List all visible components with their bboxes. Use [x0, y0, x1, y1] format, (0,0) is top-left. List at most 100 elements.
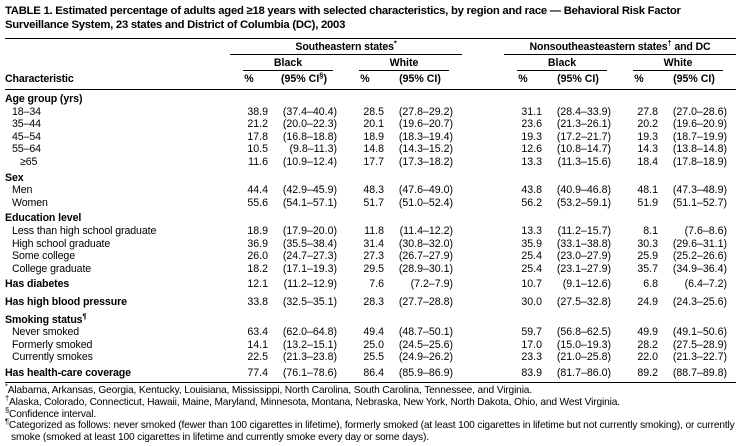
percent-cell: 27.8: [637, 105, 659, 118]
percent-cell: 59.7: [521, 326, 543, 339]
footnote-marker: †: [5, 393, 10, 403]
percent-cell: 25.0: [363, 338, 384, 351]
row-label: Currently smokes: [12, 351, 93, 364]
table-row: 35–44 21.2 (20.0–22.3) 20.1 (19.6–20.7) 23.6 (…: [5, 118, 736, 131]
footnote-marker-section: §: [319, 70, 324, 80]
ci-cell: (48.7–50.1): [398, 326, 454, 339]
data-table: Characteristic Southeastern states* Nons…: [5, 38, 737, 384]
ci-cell: (18.3–19.4): [398, 130, 454, 143]
column-gap: [462, 106, 504, 119]
row-label: 55–64: [12, 143, 41, 156]
footnote-marker: §: [5, 405, 10, 415]
percent-cell: 35.9: [521, 237, 543, 250]
table-row: 45–54 17.8 (16.8–18.8) 18.9 (18.3–19.4) 19.3 (…: [5, 131, 736, 144]
percent-cell: 12.1: [247, 278, 268, 291]
table-row: High school graduate 36.9 (35.5–38.4) 31.4 (…: [5, 238, 736, 251]
percent-cell: 20.2: [637, 118, 659, 131]
ci-cell: (47.6–49.0): [398, 184, 454, 197]
race-header-row: Black White Black White: [5, 55, 736, 71]
ci-cell: (40.9–46.8): [556, 184, 612, 197]
ci-cell: (11.3–15.6): [557, 155, 612, 168]
column-gap: [462, 263, 504, 276]
row-label: 45–54: [12, 130, 41, 143]
ci-cell: (13.8–14.8): [672, 143, 728, 156]
column-gap: [462, 184, 504, 197]
table-row: 18–34 38.9 (37.4–40.4) 28.5 (27.8–29.2) 31.1 (…: [5, 106, 736, 119]
percent-cell: 28.2: [637, 338, 659, 351]
percent-column-header: %: [504, 71, 543, 90]
table-row: Formerly smoked 14.1 (13.2–15.1) 25.0 (24.5–…: [5, 339, 736, 352]
ci-cell: (17.2–21.7): [556, 130, 612, 143]
ci-column-header: (95% CI): [384, 71, 463, 90]
column-gap: [462, 275, 504, 293]
percent-cell: 28.3: [363, 295, 384, 308]
race-header-white-nse: White: [633, 56, 724, 71]
ci-cell: (10.8–14.7): [556, 143, 612, 156]
ci-cell: (21.3–22.7): [672, 351, 728, 364]
characteristic-column-header: Characteristic: [5, 38, 230, 90]
ci-cell: (17.3–18.2): [398, 155, 454, 168]
ci-cell: (30.8–32.0): [398, 237, 454, 250]
row-label: Men: [12, 184, 33, 197]
percent-cell: 44.4: [247, 184, 268, 197]
ci-column-header: (95% CI): [658, 71, 737, 90]
table-row: Less than high school graduate 18.9 (17.9–…: [5, 225, 736, 238]
percent-cell: 22.0: [637, 351, 659, 364]
percent-cell: 11.6: [248, 155, 268, 168]
percent-cell: 31.1: [521, 105, 543, 118]
ci-cell: (29.6–31.1): [672, 237, 728, 250]
ci-cell: (10.9–12.4): [282, 155, 337, 168]
percent-cell: 19.3: [637, 130, 659, 143]
row-label: Has high blood pressure: [5, 295, 127, 308]
section-header-row: Education level: [5, 209, 736, 225]
ci-cell: (27.5–28.9): [672, 338, 728, 351]
row-label: ≥65: [20, 155, 38, 168]
percent-cell: 33.8: [247, 295, 268, 308]
column-gap: [462, 118, 504, 131]
ci-cell: (19.6–20.9): [672, 118, 728, 131]
section-header: Education level: [5, 212, 82, 225]
ci-cell: (54.1–57.1): [282, 196, 337, 209]
table-row: Some college 26.0 (24.7–27.3) 27.3 (26.7–27.…: [5, 250, 736, 263]
ci-cell: (49.1–50.6): [672, 326, 728, 339]
section-header: Sex: [5, 171, 24, 184]
percent-cell: 10.7: [521, 278, 543, 291]
percent-cell: 18.2: [247, 262, 268, 275]
row-label: High school graduate: [12, 237, 111, 250]
percent-cell: 25.5: [363, 351, 384, 364]
ci-cell: (51.0–52.4): [398, 196, 454, 209]
percent-cell: 29.5: [363, 262, 384, 275]
row-label: Women: [12, 196, 48, 209]
table-row: ≥65 11.6 (10.9–12.4) 17.7 (17.3–18.2) 13.3 (11…: [5, 156, 736, 169]
percent-cell: 22.5: [247, 351, 268, 364]
footnote: §Confidence interval.: [5, 405, 97, 420]
row-label: 18–34: [12, 105, 41, 118]
ci-cell: (27.7–28.8): [398, 295, 454, 308]
ci-cell: (17.1–19.3): [282, 262, 337, 275]
percent-cell: 21.2: [247, 118, 268, 131]
table-row: Never smoked 63.4 (62.0–64.8) 49.4 (48.7–50.…: [5, 326, 736, 339]
percent-cell: 89.2: [620, 363, 659, 384]
table-row: Has high blood pressure 33.8 (32.5–35.1) 28…: [5, 293, 736, 311]
ci-cell: (25.2–26.6): [672, 250, 728, 263]
percent-cell: 8.1: [643, 224, 659, 237]
percent-cell: 38.9: [247, 105, 268, 118]
ci-cell: (27.0–28.6): [672, 105, 728, 118]
ci-cell: (7.2–7.9): [410, 278, 454, 291]
ci-cell: (9.1–12.6): [562, 278, 612, 291]
ci-cell: (24.7–27.3): [282, 250, 337, 263]
group-label: Nonsoutheasteastern states: [529, 41, 668, 53]
footnote-marker-pilcrow: ¶: [82, 310, 87, 320]
ci-cell: (13.2–15.1): [282, 338, 337, 351]
ci-cell: (17.8–18.9): [672, 155, 728, 168]
percent-cell: 63.4: [247, 326, 268, 339]
footnote-marker-asterisk: *: [393, 38, 397, 48]
percent-cell: 6.8: [643, 278, 659, 291]
percent-cell: 7.6: [369, 278, 384, 291]
percent-cell: 77.4: [230, 363, 268, 384]
ci-cell: (24.9–26.2): [398, 351, 454, 364]
percent-cell: 12.6: [521, 143, 543, 156]
row-label: Formerly smoked: [12, 338, 93, 351]
ci-cell: (35.5–38.4): [282, 237, 337, 250]
percent-cell: 86.4: [346, 363, 384, 384]
